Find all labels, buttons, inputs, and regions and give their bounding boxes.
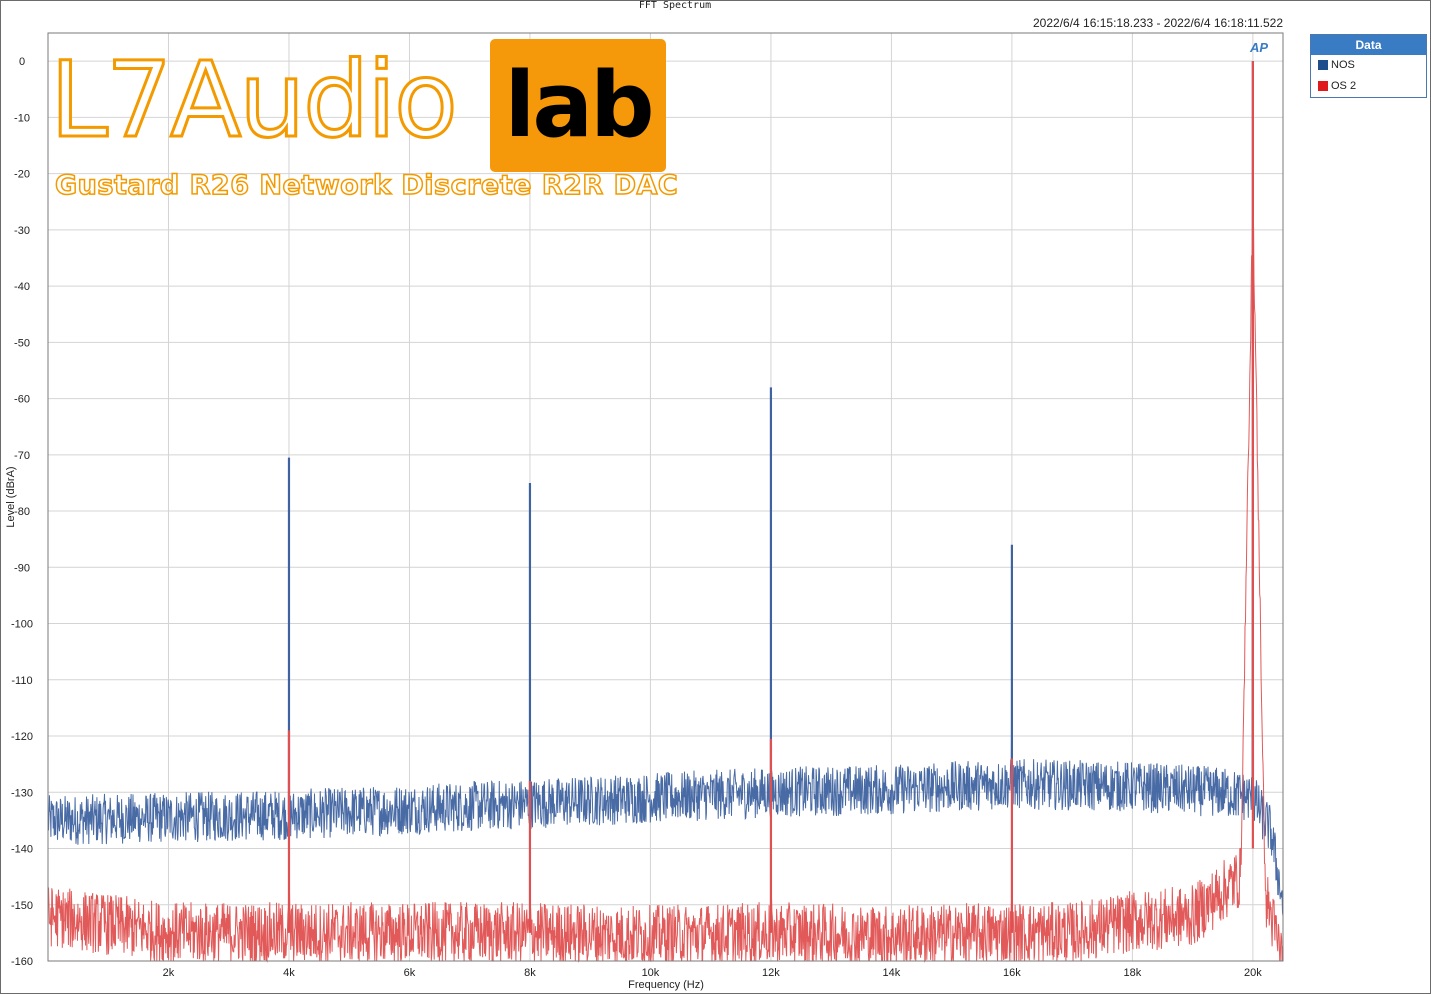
y-tick-label: -120 — [11, 731, 33, 743]
y-axis-label: Level (dBrA) — [5, 466, 17, 527]
x-tick-label: 14k — [883, 967, 901, 979]
x-tick-label: 12k — [762, 967, 780, 979]
y-tick-label: -10 — [14, 112, 30, 124]
x-tick-label: 16k — [1003, 967, 1021, 979]
x-tick-label: 4k — [283, 967, 295, 979]
y-tick-label: -150 — [11, 900, 33, 912]
y-tick-label: -100 — [11, 619, 33, 631]
y-tick-label: -50 — [14, 337, 30, 349]
y-tick-label: -90 — [14, 562, 30, 574]
y-tick-label: -60 — [14, 394, 30, 406]
x-tick-label: 2k — [163, 967, 175, 979]
legend-header: Data — [1311, 35, 1426, 55]
y-tick-label: -20 — [14, 169, 30, 181]
x-tick-label: 18k — [1124, 967, 1142, 979]
y-tick-label: -130 — [11, 787, 33, 799]
ap-logo-icon: AP — [1250, 40, 1268, 55]
legend: Data NOS OS 2 — [1310, 34, 1427, 98]
x-tick-label: 6k — [404, 967, 416, 979]
y-tick-label: -70 — [14, 450, 30, 462]
legend-label-os2: OS 2 — [1331, 80, 1356, 92]
x-tick-label: 20k — [1244, 967, 1262, 979]
y-tick-label: -140 — [11, 844, 33, 856]
x-tick-label: 8k — [524, 967, 536, 979]
y-tick-label: -110 — [11, 675, 32, 687]
y-tick-label: -40 — [14, 281, 30, 293]
legend-item-nos[interactable]: NOS — [1311, 55, 1426, 76]
legend-item-os2[interactable]: OS 2 — [1311, 76, 1426, 97]
legend-label-nos: NOS — [1331, 59, 1355, 71]
x-axis-label: Frequency (Hz) — [628, 979, 704, 991]
y-tick-label: -30 — [14, 225, 30, 237]
y-tick-label: -160 — [11, 956, 33, 968]
legend-swatch-nos — [1318, 60, 1328, 70]
legend-swatch-os2 — [1318, 81, 1328, 91]
y-tick-label: 0 — [19, 56, 25, 68]
x-tick-label: 10k — [642, 967, 660, 979]
